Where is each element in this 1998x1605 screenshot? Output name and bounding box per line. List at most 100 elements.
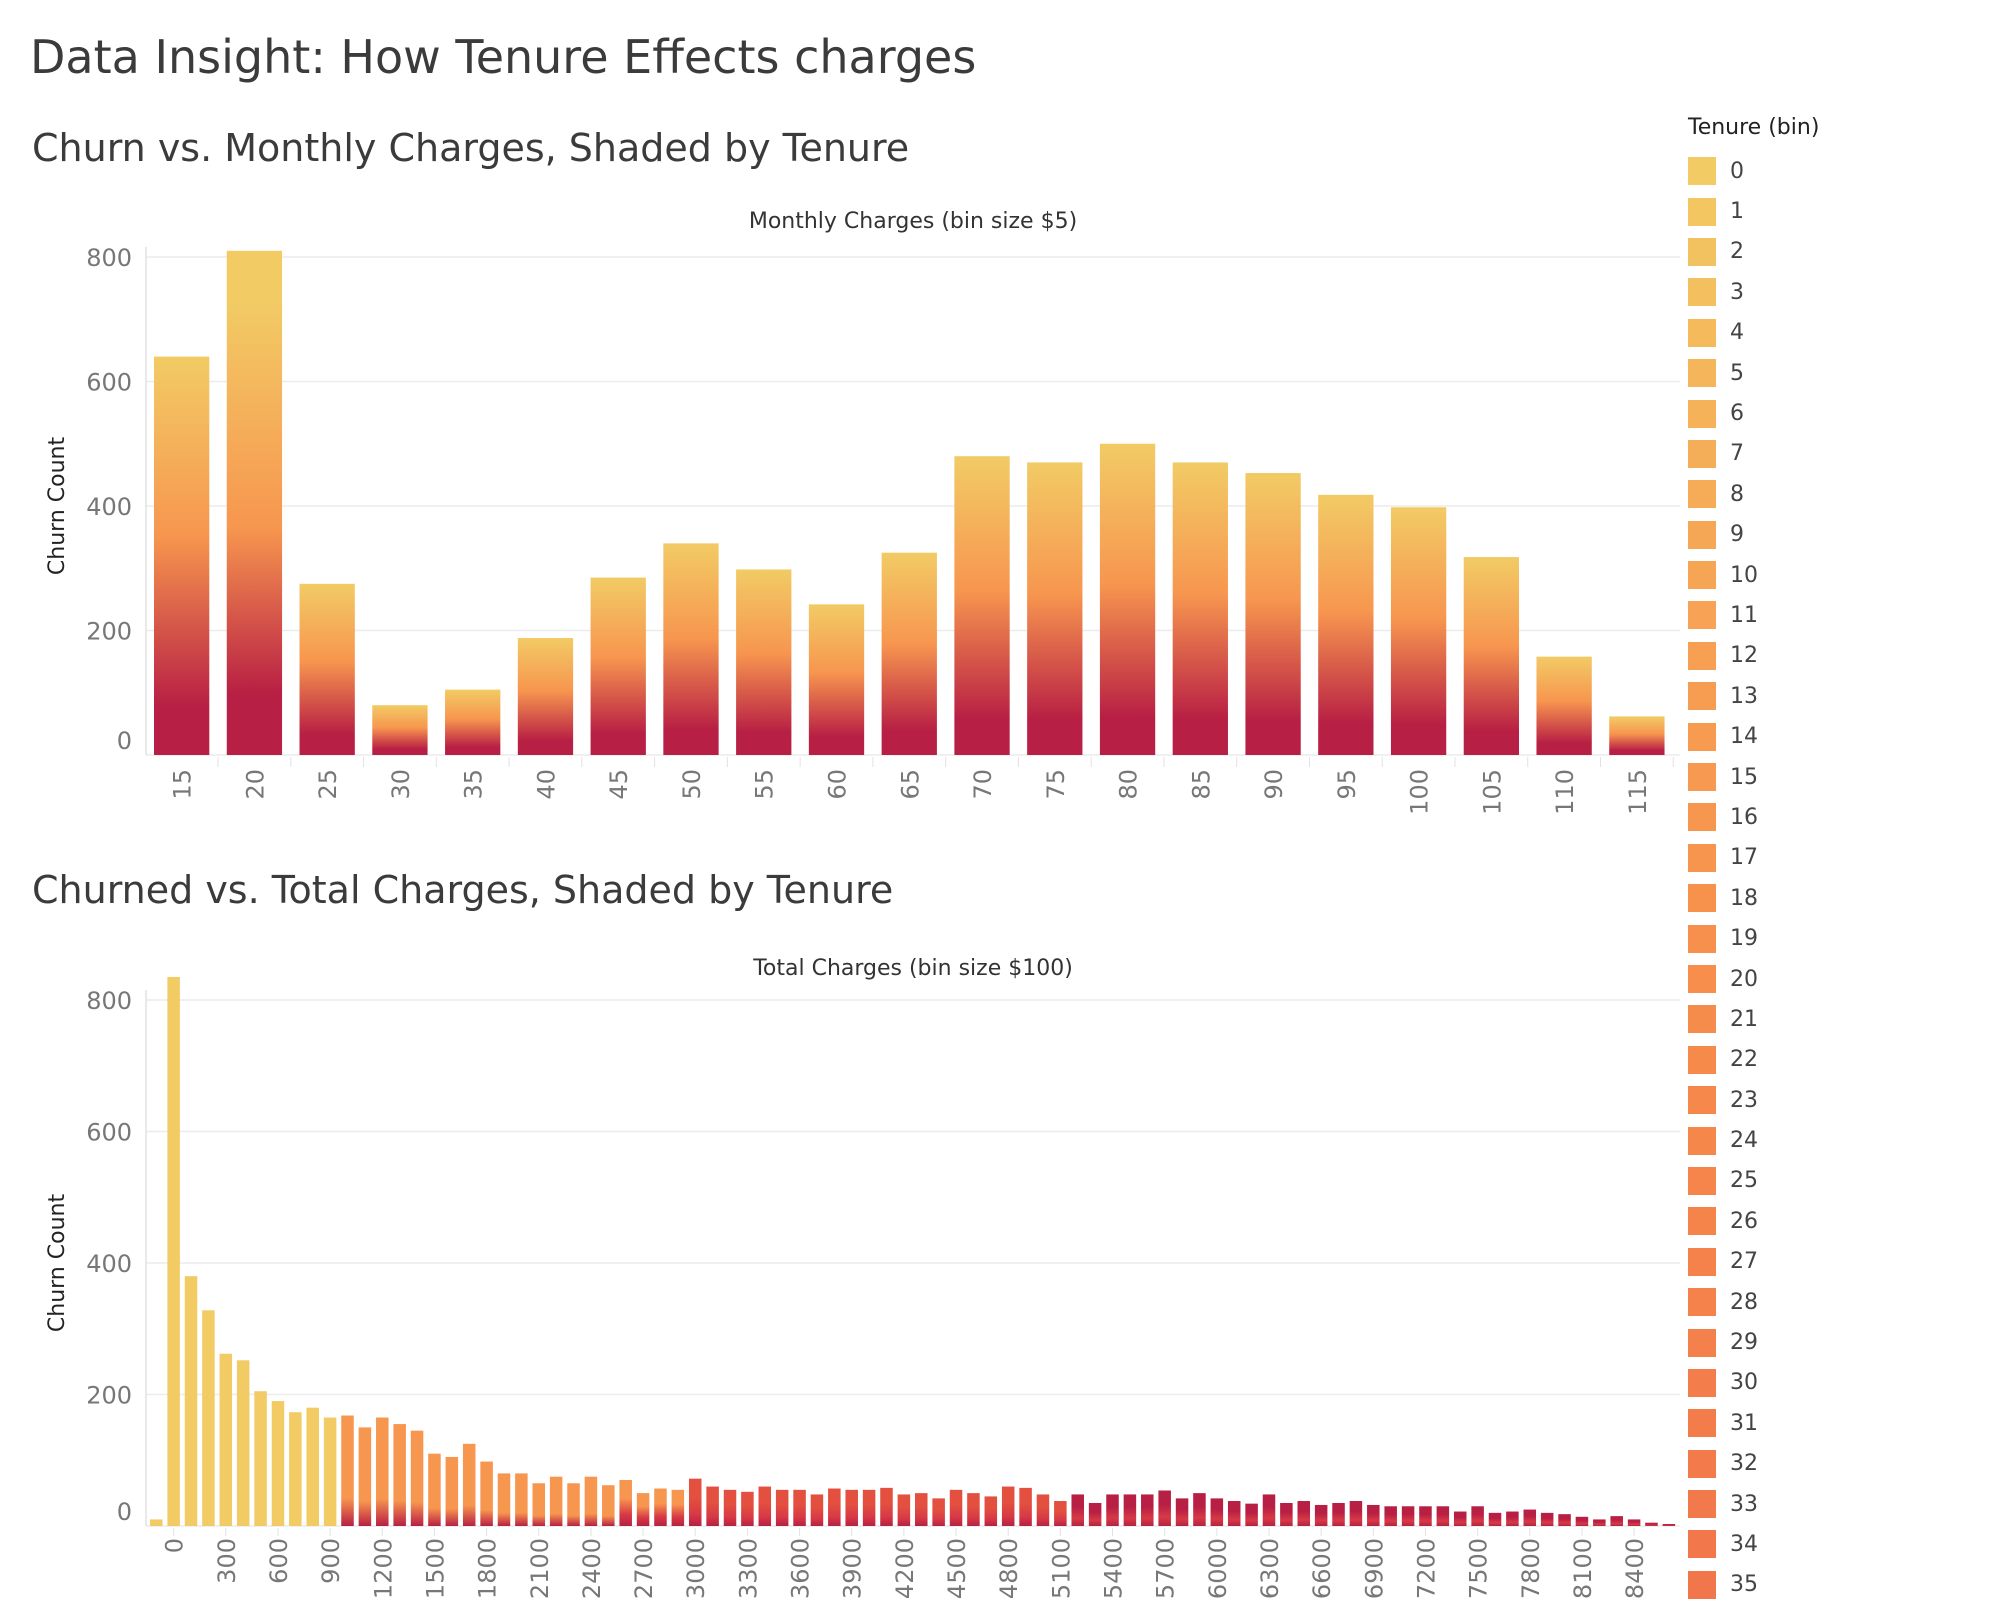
legend-item: 32	[1688, 1444, 1988, 1484]
bar	[1536, 656, 1592, 755]
bar	[1318, 494, 1374, 755]
bar	[736, 569, 792, 755]
bar	[299, 583, 355, 755]
bar	[1123, 1494, 1137, 1526]
legend-label: 22	[1730, 1047, 1758, 1073]
legend-swatch	[1688, 1045, 1716, 1074]
legend-item: 4	[1688, 313, 1988, 353]
legend-item: 13	[1688, 676, 1988, 716]
bar	[1262, 1494, 1276, 1526]
x-tick-label: 15	[169, 769, 197, 800]
bar	[462, 1443, 476, 1526]
legend-label: 28	[1730, 1289, 1758, 1315]
bar	[1390, 507, 1447, 755]
y-tick-label: 0	[117, 1498, 132, 1526]
x-tick-label: 65	[896, 769, 924, 800]
legend-item: 24	[1688, 1120, 1988, 1160]
y-axis-title: Churn Count	[45, 1194, 70, 1333]
x-tick-label: 45	[605, 769, 633, 800]
legend-swatch	[1688, 278, 1716, 307]
y-tick-label: 800	[86, 244, 132, 272]
bar	[306, 1407, 319, 1526]
x-tick-label: 5700	[1152, 1538, 1180, 1598]
legend-item: 18	[1688, 878, 1988, 918]
bar	[1558, 1514, 1571, 1526]
bar	[984, 1496, 998, 1526]
legend-swatch	[1688, 157, 1716, 186]
legend-label: 20	[1730, 966, 1758, 992]
legend-swatch	[1688, 439, 1716, 468]
legend-swatch	[1688, 843, 1716, 872]
x-tick-label: 3000	[682, 1538, 710, 1598]
legend-label: 25	[1730, 1168, 1758, 1194]
legend-item: 12	[1688, 636, 1988, 676]
bar	[1172, 462, 1228, 755]
legend-label: 14	[1730, 724, 1758, 750]
legend-swatch	[1688, 884, 1716, 913]
legend-items: 0 1 2 3 4 5 6 7 8 9 10 11 12 13 14 15 16 17 18 19 20 21 22 23 24…	[1688, 151, 1988, 1605]
bar	[517, 637, 574, 755]
bar	[584, 1476, 598, 1526]
x-tick-label: 900	[317, 1538, 345, 1584]
legend-label: 3	[1730, 279, 1744, 305]
bar	[480, 1461, 493, 1526]
bar	[1054, 1501, 1067, 1526]
legend-item: 5	[1688, 353, 1988, 393]
legend-swatch	[1688, 763, 1716, 792]
legend-label: 2	[1730, 239, 1744, 265]
legend-item: 23	[1688, 1080, 1988, 1120]
legend-swatch	[1688, 318, 1716, 347]
bar	[445, 689, 501, 755]
legend-swatch	[1688, 197, 1716, 226]
bar	[1036, 1494, 1050, 1526]
bar	[1593, 1519, 1606, 1526]
legend-swatch	[1688, 1288, 1716, 1317]
legend-swatch	[1688, 1409, 1716, 1438]
x-tick-label: 80	[1115, 769, 1143, 800]
legend-swatch	[1688, 682, 1716, 711]
bar	[1280, 1502, 1293, 1526]
x-tick-label: 50	[678, 769, 706, 800]
x-tick-label: 6900	[1360, 1538, 1388, 1598]
bar	[567, 1483, 580, 1526]
legend-item: 1	[1688, 191, 1988, 231]
bar	[393, 1424, 406, 1526]
legend-swatch	[1688, 1570, 1716, 1599]
legend-title: Tenure (bin)	[1688, 115, 1820, 140]
bar	[775, 1489, 789, 1526]
legend-label: 34	[1730, 1531, 1758, 1557]
x-tick-label: 3600	[787, 1538, 815, 1598]
legend-item: 17	[1688, 838, 1988, 878]
monthly-charges-chart: Monthly Charges (bin size $5) Churn Count…	[45, 209, 1680, 815]
legend-swatch	[1688, 1328, 1716, 1357]
bar	[663, 543, 719, 755]
legend-swatch	[1688, 1368, 1716, 1397]
legend-label: 9	[1730, 522, 1744, 548]
page-title: Data Insight: How Tenure Effects charges	[30, 30, 977, 84]
bar	[1463, 557, 1520, 755]
bar	[932, 1498, 945, 1526]
bar	[254, 1391, 267, 1526]
bar	[150, 1519, 163, 1526]
bar	[723, 1489, 737, 1526]
bar	[1332, 1502, 1345, 1526]
bar	[372, 705, 428, 755]
legend-item: 6	[1688, 393, 1988, 433]
bar	[1099, 443, 1156, 755]
bar	[271, 1401, 285, 1526]
legend-label: 11	[1730, 602, 1758, 628]
bar	[1314, 1504, 1328, 1526]
x-tick-label: 30	[387, 769, 415, 800]
legend-item: 31	[1688, 1403, 1988, 1443]
legend-item: 14	[1688, 716, 1988, 756]
legend-label: 18	[1730, 885, 1758, 911]
x-tick-label: 7200	[1412, 1538, 1440, 1598]
bar	[1436, 1506, 1450, 1526]
bar	[497, 1473, 511, 1526]
bar	[954, 456, 1010, 755]
bar	[915, 1493, 928, 1526]
x-tick-label: 8100	[1569, 1538, 1597, 1598]
legend-swatch	[1688, 1126, 1716, 1155]
x-tick-label: 75	[1042, 769, 1070, 800]
bar	[154, 356, 210, 755]
